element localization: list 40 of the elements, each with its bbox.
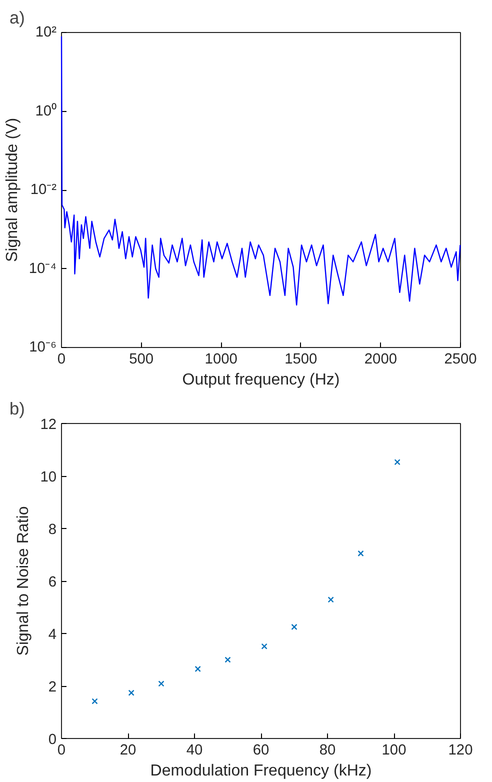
point — [194, 666, 201, 672]
x-tick-label: 40 — [186, 742, 203, 758]
point — [358, 550, 364, 557]
x-tick-label: 500 — [129, 352, 154, 368]
y-tick-label: 6 — [48, 574, 57, 590]
point — [328, 596, 334, 603]
x-tick-label: 120 — [448, 742, 473, 758]
y-tick-label: 2 — [48, 680, 57, 696]
line-series — [60, 36, 461, 306]
point — [224, 656, 231, 663]
text: a) — [10, 8, 25, 28]
point — [291, 624, 298, 630]
point — [158, 680, 164, 687]
point — [261, 643, 268, 650]
x-tick-label: 1000 — [204, 352, 238, 368]
x-tick-label: 1500 — [284, 352, 318, 368]
x-tick-label: 20 — [120, 742, 136, 758]
y-tick-label: 10 — [40, 470, 57, 486]
text: b) — [10, 398, 25, 418]
y-axis-title: Signal amplitude (V) — [4, 118, 21, 262]
x-tick-label: 2000 — [364, 352, 398, 368]
y-tick-label: 12 — [40, 417, 57, 433]
y-tick-label: 10⁻⁶ — [29, 340, 57, 356]
x-axis-title: Output frequency (Hz) — [182, 372, 340, 388]
y-tick-label: 10² — [35, 24, 57, 40]
y-tick-label: 0 — [48, 732, 57, 748]
x-tick-label: 80 — [319, 742, 336, 758]
x-tick-label: 60 — [252, 742, 270, 758]
y-tick-label: 10⁰ — [35, 102, 57, 120]
x-tick-label: 2500 — [444, 352, 477, 368]
point — [394, 459, 400, 466]
y-tick-label: 4 — [48, 627, 57, 643]
y-tick-label: 8 — [48, 522, 57, 538]
y-axis-title: Signal to Noise Ratio — [15, 506, 32, 656]
x-axis-title: Demodulation Frequency (kHz) — [150, 762, 372, 780]
y-tick-label: 10⁻² — [30, 182, 57, 198]
x-tick-label: 100 — [382, 742, 406, 758]
y-tick-label: 10⁻⁴ — [28, 260, 57, 277]
point — [128, 690, 134, 696]
point — [92, 698, 98, 704]
